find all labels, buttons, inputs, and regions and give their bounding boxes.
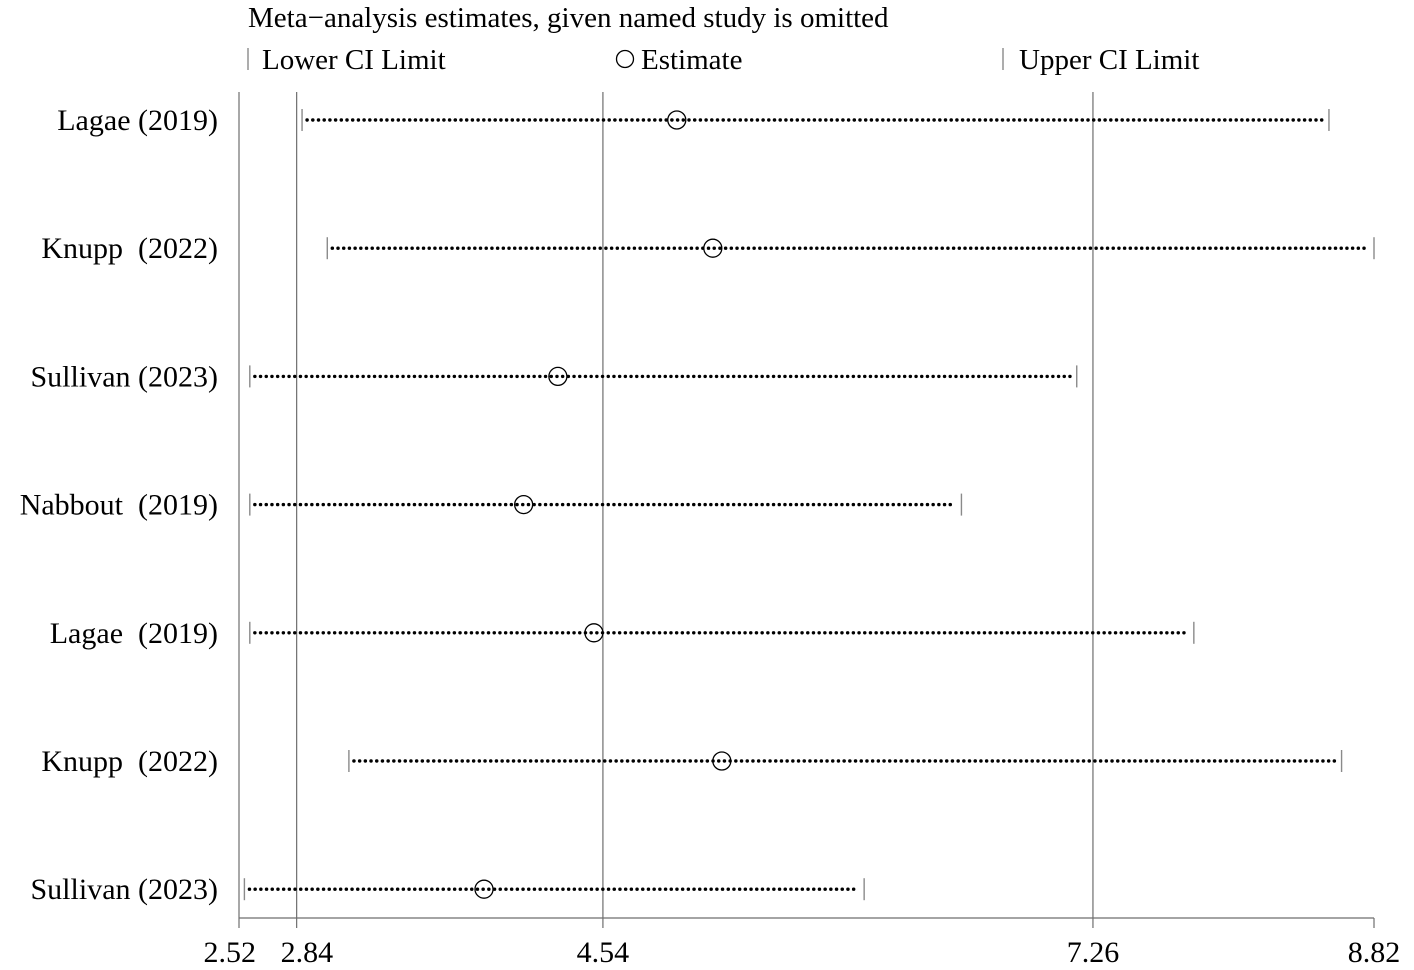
study-label: Nabbout (2019)	[20, 489, 218, 522]
study-label: Sullivan (2023)	[31, 360, 219, 393]
legend-lower-label: Lower CI Limit	[262, 44, 446, 76]
x-tick-label: 2.84	[281, 936, 334, 969]
estimate-marker	[474, 879, 494, 899]
legend: Lower CI Limit Estimate Upper CI Limit	[247, 44, 1199, 76]
study-rows: Lagae (2019) Knupp (2022) Sullivan (2023) N…	[20, 104, 1375, 906]
estimate-marker	[584, 623, 604, 643]
legend-estimate-label: Estimate	[641, 44, 742, 76]
study-label: Lagae (2019)	[57, 104, 218, 137]
study-row: Lagae (2019)	[50, 617, 1195, 650]
x-axis: 2.52 2.84 4.54 7.26 8.82	[204, 92, 1401, 969]
study-label: Knupp (2022)	[41, 745, 218, 778]
estimate-marker	[703, 238, 723, 258]
estimate-marker	[514, 494, 534, 515]
study-label: Knupp (2022)	[41, 232, 218, 265]
estimate-marker	[548, 366, 568, 387]
study-label: Sullivan (2023)	[31, 873, 219, 906]
legend-estimate-marker	[615, 49, 635, 69]
x-tick-label: 7.26	[1067, 936, 1120, 969]
legend-upper-label: Upper CI Limit	[1019, 44, 1199, 76]
study-row: Sullivan (2023)	[31, 360, 1078, 393]
study-row: Lagae (2019)	[57, 104, 1330, 137]
study-row: Knupp (2022)	[41, 745, 1343, 778]
chart-title: Meta−analysis estimates, given named stu…	[248, 2, 889, 34]
study-row: Knupp (2022)	[41, 232, 1375, 265]
x-tick-label: 4.54	[577, 936, 630, 969]
study-row: Sullivan (2023)	[31, 873, 865, 906]
study-row: Nabbout (2019)	[20, 489, 963, 522]
estimate-marker	[712, 751, 732, 771]
x-tick-label: 8.82	[1348, 936, 1401, 969]
estimate-marker	[667, 110, 687, 130]
study-label: Lagae (2019)	[50, 617, 218, 650]
x-tick-label: 2.52	[204, 936, 257, 969]
